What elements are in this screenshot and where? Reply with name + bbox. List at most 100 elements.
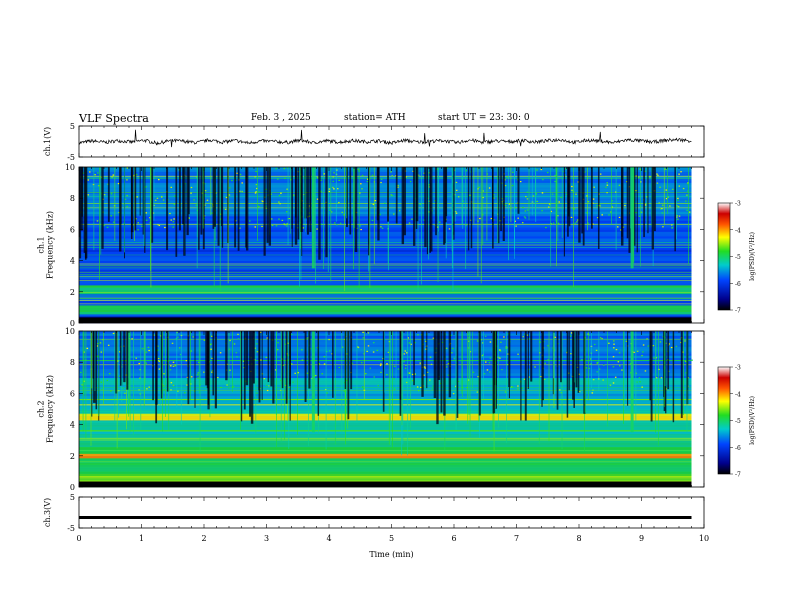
- ch2-spectrogram-speckle: [138, 362, 140, 365]
- ch2-spectrogram-speckle: [147, 346, 150, 348]
- ch2-spectrogram-speckle: [100, 351, 103, 353]
- ch2-spectrogram-speckle: [145, 351, 148, 353]
- ch1-spectrogram-speckle: [393, 213, 395, 215]
- ch2-spectrogram-speckle: [175, 337, 178, 340]
- ch2-spectrogram-speckle: [124, 392, 126, 394]
- ch1-spectrogram-speckle: [532, 195, 535, 197]
- ch1-spectrogram-speckle: [371, 174, 374, 176]
- ch1-spectrogram-band: [79, 236, 692, 239]
- ch1-spectrogram-speckle: [676, 216, 678, 218]
- ch1-spectrogram-speckle: [677, 218, 679, 220]
- ch2-spectrogram-speckle: [432, 385, 435, 387]
- ch1-spectrogram-speckle: [687, 190, 689, 192]
- ch1-spectrogram-speckle: [335, 169, 338, 171]
- ch2-spectrogram-speckle: [411, 380, 414, 382]
- ch1-spectrogram-speckle: [82, 172, 85, 174]
- ch2-spectrogram-band: [79, 395, 692, 399]
- ch2-spectrogram-band: [79, 362, 692, 365]
- ch1-spectrogram-speckle: [611, 206, 613, 208]
- ch2-spectrogram-speckle: [387, 351, 390, 354]
- ch2-spectrogram-speckle: [612, 382, 615, 384]
- ch1-spectrogram-speckle: [644, 204, 647, 206]
- ch2-spectrogram-speckle: [256, 392, 258, 394]
- ch2-spectrogram-band: [79, 462, 692, 466]
- ch2-spectrogram-speckle: [157, 345, 159, 347]
- ch1-spectrogram-speckle: [286, 223, 289, 225]
- ch1-spectrogram-band: [79, 282, 692, 286]
- ch2-spectrogram-speckle: [660, 377, 663, 379]
- ch2-spectrogram-speckle: [517, 385, 519, 387]
- ch1-spectrogram-speckle: [535, 193, 537, 195]
- ch2-spectrogram-speckle: [235, 352, 238, 354]
- ch1-spectrogram-speckle: [285, 225, 288, 227]
- ch1-spectrogram-speckle: [536, 169, 538, 171]
- ch2-spectrogram-speckle: [365, 373, 367, 375]
- x-tick-label: 10: [699, 534, 709, 543]
- ch1-spectrogram-speckle: [148, 217, 151, 219]
- ch1-spectrogram-colorbar-tick-label: -5: [735, 254, 741, 261]
- ch1-spectrogram-speckle: [380, 226, 382, 228]
- ch1-spectrogram-speckle: [618, 184, 621, 186]
- ch2-spectrogram-band: [79, 478, 692, 481]
- ch1-spectrogram-speckle: [380, 178, 383, 180]
- ch2-spectrogram-speckle: [447, 374, 450, 376]
- ch2-spectrogram-speckle: [503, 336, 505, 338]
- ch1-spectrogram-speckle: [658, 202, 660, 204]
- ch2-spectrogram-speckle: [157, 357, 160, 360]
- ch1-spectrogram-speckle: [172, 221, 175, 223]
- ch2-spectrogram-speckle: [406, 381, 408, 384]
- ch1-spectrogram-band: [79, 193, 692, 197]
- ch1-spectrogram-ytick-label: 4: [70, 257, 75, 266]
- ch1-spectrogram-speckle: [136, 196, 138, 198]
- ch2-spectrogram-speckle: [203, 339, 206, 341]
- ch2-spectrogram-speckle: [108, 372, 111, 375]
- ch2-spectrogram-speckle: [504, 391, 507, 393]
- ch1-spectrogram-speckle: [239, 227, 241, 229]
- ch2-spectrogram-speckle: [589, 358, 592, 360]
- ch1-spectrogram-speckle: [332, 186, 334, 189]
- ch2-spectrogram-speckle: [521, 387, 523, 389]
- ch1-spectrogram-band: [79, 256, 692, 259]
- ch2-spectrogram-speckle: [559, 389, 561, 391]
- ch2-spectrogram-speckle: [414, 373, 416, 375]
- ch2-spectrogram-speckle: [639, 381, 641, 383]
- ch3-wave-frame: [78, 496, 705, 529]
- ch2-spectrogram-band: [79, 384, 692, 388]
- ch2-spectrogram-speckle: [139, 393, 142, 395]
- ch1-spectrogram-speckle: [523, 216, 526, 218]
- ch1-spectrogram-speckle: [462, 200, 464, 202]
- ch1-spectrogram-band: [79, 307, 692, 310]
- ch1-spectrogram-speckle: [542, 179, 544, 181]
- ch1-spectrogram-speckle: [677, 199, 679, 201]
- ch2-spectrogram-speckle: [505, 346, 508, 348]
- ch2-spectrogram-speckle: [594, 343, 596, 346]
- ch2-spectrogram-band: [79, 469, 692, 472]
- ch2-spectrogram-speckle: [481, 355, 484, 357]
- ch1-spectrogram-speckle: [330, 211, 333, 213]
- ch1-spectrogram-speckle: [106, 226, 109, 229]
- ch1-spectrogram-speckle: [423, 172, 425, 174]
- ch2-spectrogram-speckle: [642, 344, 645, 346]
- ch1-spectrogram-speckle: [275, 168, 278, 170]
- ch1-spectrogram-speckle: [255, 183, 258, 186]
- ch1-spectrogram-speckle: [156, 197, 159, 199]
- ch2-spectrogram-band: [79, 355, 692, 359]
- ch1-spectrogram-speckle: [550, 210, 553, 213]
- ch2-spectrogram-speckle: [609, 384, 612, 386]
- ch1-spectrogram-speckle: [302, 227, 305, 229]
- ch1-spectrogram-speckle: [678, 173, 680, 175]
- ch1-spectrogram-speckle: [660, 208, 662, 210]
- ch1-spectrogram-speckle: [601, 214, 603, 216]
- ch1-spectrogram-speckle: [605, 186, 607, 188]
- x-tick-label: 2: [201, 534, 206, 543]
- ch2-spectrogram-speckle: [485, 361, 487, 363]
- ch2-spectrogram-speckle: [118, 351, 121, 353]
- ch2-spectrogram-speckle: [163, 373, 165, 375]
- ch1-spectrogram-speckle: [599, 205, 601, 207]
- ch2-spectrogram-speckle: [517, 388, 519, 390]
- ch2-spectrogram-band: [79, 471, 692, 474]
- ch2-spectrogram-speckle: [394, 388, 396, 391]
- ch2-spectrogram-speckle: [301, 359, 304, 361]
- ch1-spectrogram-speckle: [571, 189, 573, 191]
- ch2-spectrogram-band: [79, 377, 692, 381]
